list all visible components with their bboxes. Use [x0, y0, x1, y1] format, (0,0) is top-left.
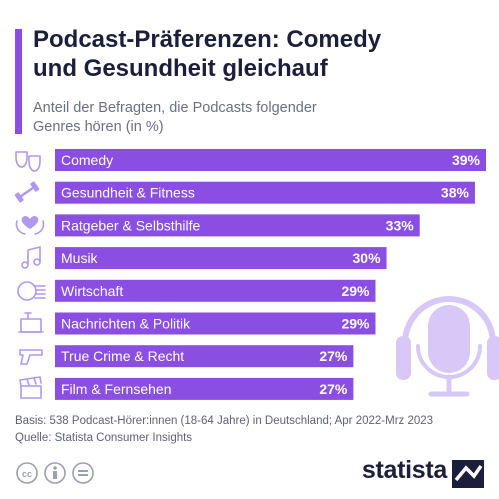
- bar-category-label: True Crime & Recht: [61, 348, 184, 364]
- bar-value-label: 29%: [341, 283, 370, 299]
- bar-category-label: Wirtschaft: [61, 283, 123, 299]
- headphones-microphone-icon: [396, 296, 499, 397]
- statista-logo-text: statista: [361, 456, 447, 484]
- bar-value-label: 29%: [341, 316, 370, 332]
- chart-subtitle: Anteil der Befragten, die Podcasts folge…: [33, 99, 433, 137]
- bar-category-label: Nachrichten & Politik: [61, 316, 191, 332]
- chart-subtitle-line-1: Anteil der Befragten, die Podcasts folge…: [33, 100, 317, 116]
- title-accent-bar: [15, 29, 22, 134]
- bar-value-label: 30%: [353, 250, 382, 266]
- bar-2: [55, 181, 475, 204]
- bar-8: [55, 377, 354, 400]
- lectern-icon: [18, 312, 44, 333]
- chart-subtitle-line-2: Genres hören (in %): [33, 119, 164, 135]
- bar-category-label: Musik: [61, 250, 99, 266]
- svg-text:cc: cc: [22, 469, 32, 479]
- bar-1: [55, 149, 486, 171]
- bar-5: [55, 279, 376, 302]
- chart-title-line-2: und Gesundheit gleichauf: [33, 55, 328, 82]
- heart-hands-icon: [15, 215, 45, 235]
- bar-value-label: 27%: [319, 381, 348, 397]
- bar-7: [55, 345, 354, 368]
- dumbbell-icon: [14, 181, 40, 203]
- footnote-basis: Basis: 538 Podcast-Hörer:innen (18-64 Ja…: [15, 415, 434, 427]
- bar-value-label: 38%: [441, 185, 470, 201]
- bar-category-label: Ratgeber & Selbsthilfe: [61, 217, 201, 233]
- chart-title: Podcast-Präferenzen: Comedy und Gesundhe…: [33, 25, 483, 83]
- clapperboard-icon: [19, 376, 42, 399]
- gun-icon: [19, 349, 43, 365]
- bars-group: Comedy 39% Gesundheit & Fitness 38% Ratgeber…: [55, 149, 486, 400]
- nd-icon: [72, 462, 94, 484]
- footnote-source: Quelle: Statista Consumer Insights: [15, 432, 193, 444]
- coins-icon: [17, 281, 46, 301]
- bar-category-label: Comedy: [61, 152, 113, 168]
- bar-value-label: 27%: [319, 348, 348, 364]
- bar-category-label: Gesundheit & Fitness: [61, 185, 195, 201]
- bar-4: [55, 247, 387, 270]
- bar-value-label: 39%: [452, 152, 481, 168]
- footnote: Basis: 538 Podcast-Hörer:innen (18-64 Ja…: [15, 413, 485, 447]
- by-icon: [44, 462, 66, 484]
- bar-category-label: Film & Fernsehen: [61, 381, 171, 397]
- statista-logo-icon: [452, 460, 484, 488]
- bar-value-label: 33%: [386, 217, 415, 233]
- chart-title-line-1: Podcast-Präferenzen: Comedy: [33, 26, 382, 53]
- cc-icon: cc: [16, 462, 38, 484]
- bar-6: [55, 312, 376, 335]
- music-note-icon: [21, 246, 41, 269]
- theater-masks-icon: [15, 151, 41, 172]
- license-icons: cc: [16, 462, 94, 484]
- bar-3: [55, 214, 420, 237]
